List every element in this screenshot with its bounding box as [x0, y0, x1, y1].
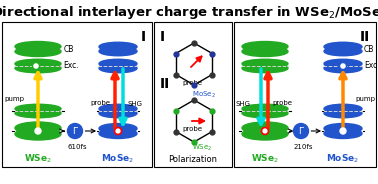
Text: II: II: [160, 77, 170, 91]
Text: Directional interlayer charge transfer in WSe$_2$/MoSe$_2$: Directional interlayer charge transfer i…: [0, 4, 378, 21]
Ellipse shape: [242, 47, 288, 56]
Ellipse shape: [324, 42, 362, 51]
Ellipse shape: [99, 109, 137, 118]
Text: Exc.: Exc.: [63, 61, 79, 70]
Text: WSe$_2$: WSe$_2$: [192, 143, 212, 153]
Ellipse shape: [15, 47, 61, 56]
FancyBboxPatch shape: [154, 22, 232, 167]
Circle shape: [339, 63, 347, 70]
Ellipse shape: [15, 128, 61, 140]
Ellipse shape: [99, 104, 137, 113]
Text: pump: pump: [4, 95, 24, 102]
Text: probe: probe: [272, 100, 292, 107]
Text: MoSe$_2$: MoSe$_2$: [101, 153, 135, 165]
Text: 210fs: 210fs: [293, 144, 313, 150]
Text: I: I: [160, 30, 165, 44]
Circle shape: [262, 128, 268, 135]
FancyBboxPatch shape: [234, 22, 376, 167]
Ellipse shape: [15, 64, 61, 73]
Ellipse shape: [324, 128, 362, 139]
Ellipse shape: [242, 122, 288, 134]
Ellipse shape: [15, 104, 61, 113]
Ellipse shape: [324, 64, 362, 73]
Text: CB: CB: [63, 45, 74, 54]
Text: WSe$_2$: WSe$_2$: [24, 153, 52, 165]
Text: 610fs: 610fs: [67, 144, 87, 150]
Ellipse shape: [324, 104, 362, 113]
Circle shape: [33, 63, 39, 70]
Ellipse shape: [15, 109, 61, 118]
Text: pump: pump: [355, 95, 375, 102]
Circle shape: [293, 123, 308, 139]
Ellipse shape: [242, 104, 288, 113]
Text: $\Gamma$: $\Gamma$: [71, 125, 79, 137]
Circle shape: [35, 128, 41, 134]
Ellipse shape: [99, 42, 137, 51]
Ellipse shape: [324, 59, 362, 68]
Ellipse shape: [324, 109, 362, 118]
Text: II: II: [360, 30, 370, 44]
Ellipse shape: [15, 59, 61, 68]
Text: MoSe$_2$: MoSe$_2$: [192, 90, 216, 100]
Text: CB: CB: [364, 45, 374, 54]
Ellipse shape: [324, 47, 362, 56]
Ellipse shape: [99, 128, 137, 139]
Ellipse shape: [242, 128, 288, 140]
Circle shape: [340, 128, 346, 134]
Ellipse shape: [15, 42, 61, 52]
FancyBboxPatch shape: [2, 22, 152, 167]
Circle shape: [115, 128, 121, 135]
Ellipse shape: [99, 64, 137, 73]
Text: MoSe$_2$: MoSe$_2$: [326, 153, 359, 165]
Text: $\Gamma$: $\Gamma$: [297, 125, 304, 137]
Ellipse shape: [324, 123, 362, 134]
Ellipse shape: [242, 64, 288, 73]
Ellipse shape: [242, 42, 288, 52]
Text: SHG: SHG: [127, 100, 142, 107]
Text: WSe$_2$: WSe$_2$: [251, 153, 279, 165]
Text: I: I: [141, 30, 146, 44]
Ellipse shape: [242, 109, 288, 118]
Ellipse shape: [99, 47, 137, 56]
Text: Polarization: Polarization: [169, 155, 217, 164]
Ellipse shape: [99, 123, 137, 134]
Ellipse shape: [99, 59, 137, 68]
Circle shape: [68, 123, 82, 139]
Text: Exc.: Exc.: [364, 61, 378, 70]
Text: SHG: SHG: [236, 100, 251, 107]
Text: probe: probe: [182, 126, 202, 132]
Ellipse shape: [15, 122, 61, 134]
Ellipse shape: [242, 59, 288, 68]
Text: probe: probe: [90, 100, 110, 107]
Text: probe: probe: [182, 80, 202, 86]
